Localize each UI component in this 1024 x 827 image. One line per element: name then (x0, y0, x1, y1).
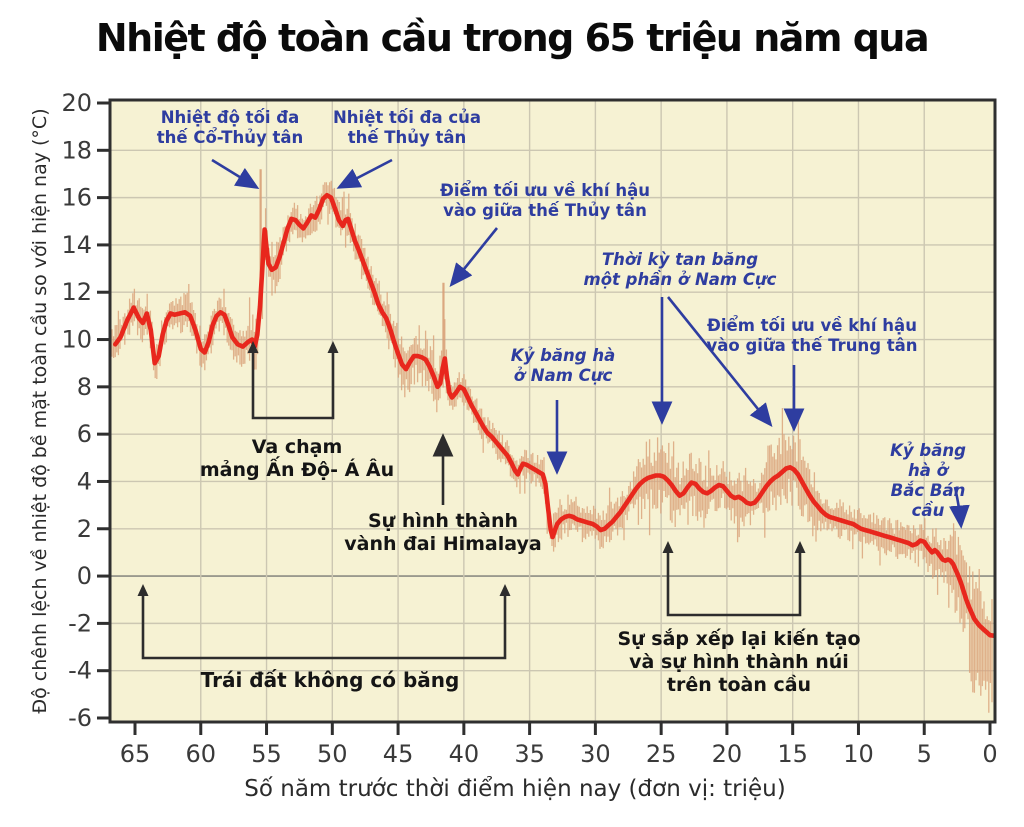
bracket-arrowhead (137, 584, 149, 596)
y-tick-label: 12 (61, 278, 92, 306)
annotation-plate-collision: Va chạm mảng Ấn Độ- Á Âu (199, 436, 395, 482)
black-annotation-arrows (137, 341, 806, 660)
y-tick-label: -4 (68, 657, 92, 685)
temperature-line (113, 192, 997, 639)
annotation-antarctic-glaciation: Kỷ băng hà ở Nam Cực (510, 346, 616, 386)
axis-ticks (97, 101, 992, 735)
plot-background (110, 100, 995, 722)
bracket-arrowhead (327, 341, 339, 353)
bracket-arrowhead (499, 584, 511, 596)
y-tick-label: 2 (77, 515, 92, 543)
x-tick-label: 30 (580, 740, 611, 768)
x-tick-label: 20 (712, 740, 743, 768)
bracket-arrowhead (662, 541, 674, 553)
x-tick-label: 0 (982, 740, 997, 768)
arrow-petm (211, 158, 260, 190)
annotation-eocene-max: Nhiệt tối đa của thế Thủy tân (332, 108, 482, 148)
annotation-mid-eocene-optimum: Điểm tối ưu về khí hậu vào giữa thế Thủy… (440, 181, 650, 221)
x-tick-label: 15 (777, 740, 808, 768)
chart-title: Nhiệt độ toàn cầu trong 65 triệu năm qua (95, 16, 930, 60)
plot-frame (108, 98, 997, 724)
annotation-ice-free-earth: Trái đất không có băng (200, 668, 460, 692)
arrow-eocene-max (336, 158, 393, 189)
x-tick-label: 50 (317, 740, 348, 768)
temperature-smoothed-line (113, 192, 997, 639)
y-tick-label: -2 (68, 609, 92, 637)
annotation-tectonic: Sự sắp xếp lại kiến tạo và sự hình thành… (617, 628, 861, 697)
annotation-partial-deglaciation: Thời kỳ tan băng một phần ở Nam Cực (583, 250, 777, 290)
y-tick-label: 18 (61, 136, 92, 164)
bracket-ice-free-earth (141, 590, 507, 660)
y-tick-label: 0 (77, 562, 92, 590)
x-tick-label: 65 (120, 740, 151, 768)
y-tick-label: 6 (77, 420, 92, 448)
arrow-nh-glaciation (949, 486, 970, 529)
bracket-arrowhead (794, 541, 806, 553)
y-axis-label: Độ chênh lệch về nhiệt độ bề mặt toàn cầ… (29, 108, 51, 714)
x-tick-label: 55 (251, 740, 282, 768)
x-tick-label: 40 (449, 740, 480, 768)
blue-annotation-arrows (211, 158, 970, 529)
bracket-tectonic-reorganization (666, 547, 802, 617)
y-tick-label: 20 (61, 89, 92, 117)
x-axis-label: Số năm trước thời điểm hiện nay (đơn vị:… (244, 776, 786, 802)
x-tick-label: 10 (843, 740, 874, 768)
y-tick-label: 8 (77, 373, 92, 401)
x-tick-label: 5 (917, 740, 932, 768)
y-tick-label: 16 (61, 184, 92, 212)
x-tick-label: 45 (383, 740, 414, 768)
annotation-himalaya: Sự hình thành vành đai Himalaya (344, 510, 542, 556)
x-tick-label: 35 (514, 740, 545, 768)
y-tick-label: 14 (61, 231, 92, 259)
bracket-arrowhead (247, 341, 259, 353)
x-tick-label: 25 (646, 740, 677, 768)
annotation-petm: Nhiệt độ tối đa thế Cổ-Thủy tân (156, 108, 304, 148)
x-tick-label: 60 (185, 740, 216, 768)
y-tick-label: 10 (61, 326, 92, 354)
arrow-mid-eocene-optimum (449, 227, 499, 288)
annotation-mid-miocene-optimum: Điểm tối ưu về khí hậu vào giữa thế Trun… (706, 316, 918, 356)
arrow-partial-deglaciation-2 (666, 296, 773, 428)
annotation-nh-glaciation: Kỷ băng hà ở Bắc Bán cầu (890, 441, 966, 521)
y-tick-label: -6 (68, 704, 92, 732)
axis-tick-labels: 65 60 55 50 45 40 35 30 25 20 15 10 5 020181614121086… (61, 89, 997, 768)
y-tick-label: 4 (77, 467, 92, 495)
bracket-plate-collision (251, 347, 335, 420)
